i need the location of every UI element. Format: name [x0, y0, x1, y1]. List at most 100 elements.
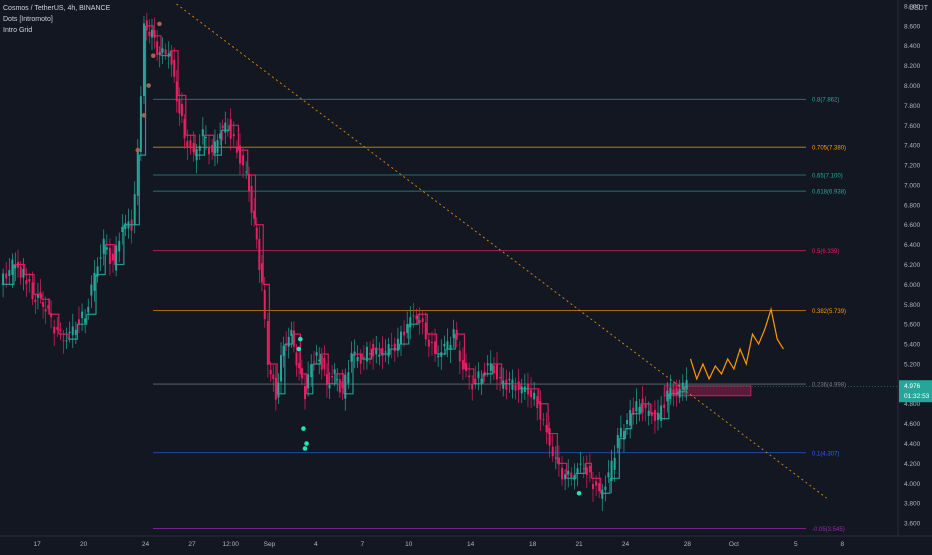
candle-body: [338, 379, 341, 393]
time-tick-label: Sep: [264, 541, 276, 548]
candle-body: [542, 419, 545, 421]
price-step-line: [591, 477, 602, 494]
candle-countdown: 01:32:53: [904, 393, 930, 400]
price-tick-label: 4.400: [904, 441, 921, 448]
price-step-line: [529, 388, 540, 404]
price-step-line: [86, 274, 97, 315]
candle-body: [87, 306, 90, 313]
candle-body: [579, 463, 582, 465]
price-tick-label: 8.600: [904, 23, 921, 30]
last-price-value: 4.976: [904, 383, 921, 390]
price-step-line: [133, 155, 140, 226]
price-step-line: [659, 393, 670, 420]
candle-body: [409, 317, 412, 328]
candle-body: [622, 431, 625, 440]
candle-body: [638, 407, 641, 413]
candle-body: [186, 141, 189, 148]
symbol-title[interactable]: Cosmos / TetherUS, 4h, BINANCE: [3, 5, 111, 12]
candle-body: [517, 381, 520, 390]
candle-body: [372, 343, 375, 357]
candle-body: [418, 319, 421, 324]
candle-body: [601, 489, 604, 499]
candle-body: [635, 401, 638, 412]
price-step-line: [418, 313, 428, 335]
candle-body: [362, 356, 365, 358]
price-step-line: [610, 438, 620, 479]
time-tick-label: 28: [684, 541, 692, 548]
candle-body: [675, 388, 678, 395]
price-tick-label: 6.800: [904, 202, 921, 209]
candle-body: [520, 386, 523, 394]
price-tick-label: 6.200: [904, 262, 921, 269]
price-step-line: [684, 385, 689, 388]
indicator-dots-label[interactable]: Dots [Intromoto]: [3, 16, 53, 23]
price-step-line: [269, 363, 278, 394]
price-step-line: [247, 174, 257, 225]
currency-label: USDT: [908, 5, 928, 12]
candle-body: [471, 384, 474, 390]
candle-body: [201, 129, 204, 137]
candle-body: [74, 329, 77, 335]
candle-body: [158, 52, 161, 56]
price-tick-label: 7.800: [904, 103, 921, 110]
price-step-line: [371, 348, 382, 355]
candle-body: [468, 375, 471, 378]
time-tick-label: 10: [405, 541, 413, 548]
candle-body: [548, 428, 551, 446]
candle-body: [277, 382, 280, 398]
candle-body: [672, 389, 675, 395]
time-tick-label: Oct: [729, 541, 739, 548]
price-tick-label: 8.800: [904, 3, 921, 10]
candle-body: [359, 354, 362, 364]
candle-body: [443, 343, 446, 347]
price-step-line: [277, 344, 286, 395]
candle-body: [198, 145, 201, 151]
candle-body: [102, 238, 105, 254]
candle-body: [213, 141, 216, 154]
price-tick-label: 8.400: [904, 43, 921, 50]
price-step-line: [300, 373, 308, 394]
indicator-grid-label[interactable]: Intro Grid: [3, 27, 33, 34]
price-step-line: [436, 349, 447, 355]
projection-path: [689, 306, 784, 381]
candle-body: [183, 119, 186, 139]
price-tick-label: 6.400: [904, 242, 921, 249]
candle-body: [381, 348, 384, 357]
price-step-line: [68, 324, 79, 340]
candle-body: [632, 407, 635, 415]
price-step-line: [492, 363, 503, 384]
candle-body: [258, 239, 261, 271]
candle-body: [331, 376, 334, 378]
candle-body: [323, 358, 326, 369]
price-step-line: [139, 25, 147, 156]
candle-body: [245, 171, 248, 173]
candle-body: [118, 240, 121, 252]
price-step-line: [178, 94, 187, 136]
candle-body: [272, 374, 275, 380]
candle-body: [2, 273, 5, 285]
candle-body: [663, 404, 666, 408]
candle-body: [396, 338, 399, 351]
price-step-line: [34, 293, 43, 300]
candle-body: [287, 336, 290, 347]
price-tick-label: 7.200: [904, 163, 921, 170]
price-step-line: [343, 354, 354, 395]
price-step-line: [284, 334, 294, 345]
price-tick-label: 6.600: [904, 222, 921, 229]
price-tick-label: 8.000: [904, 83, 921, 90]
candle-body: [384, 351, 387, 353]
price-step-line: [390, 344, 401, 350]
candle-body: [161, 48, 164, 53]
candle-body: [616, 434, 619, 448]
candle-body: [446, 341, 449, 349]
candle-body: [318, 359, 321, 362]
candle-body: [68, 331, 71, 334]
candle-body: [42, 302, 45, 307]
signal-dot-cyan: [302, 446, 308, 451]
candle-body: [666, 390, 669, 402]
signal-dot-orange: [157, 21, 162, 27]
candle-body: [115, 245, 118, 271]
candle-body: [505, 379, 508, 390]
